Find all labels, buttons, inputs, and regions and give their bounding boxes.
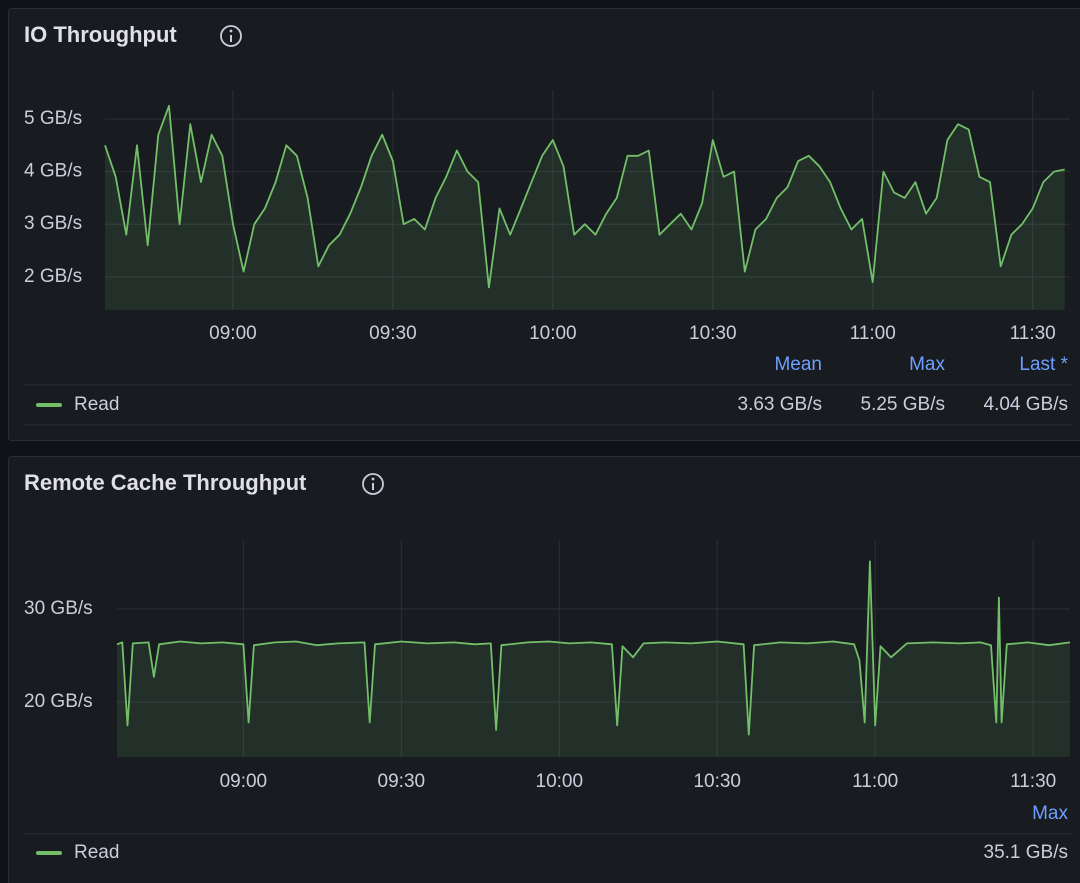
y-tick-label: 30 GB/s: [24, 598, 93, 619]
x-tick-label: 09:30: [378, 771, 426, 792]
legend-label: Read: [74, 842, 119, 863]
panel: [8, 456, 1080, 883]
panel-title: Remote Cache Throughput: [24, 470, 307, 495]
stat-value: 3.63 GB/s: [738, 394, 823, 415]
x-tick-label: 10:30: [689, 323, 737, 344]
y-tick-label: 20 GB/s: [24, 691, 93, 712]
y-tick-label: 4 GB/s: [24, 161, 82, 182]
series-line: [116, 560, 1071, 736]
x-tick-label: 09:30: [369, 323, 417, 344]
y-tick-label: 3 GB/s: [24, 213, 82, 234]
stat-value: 5.25 GB/s: [861, 394, 946, 415]
x-tick-label: 10:00: [529, 323, 577, 344]
x-tick-label: 11:00: [852, 771, 898, 792]
stat-value: 4.04 GB/s: [984, 394, 1069, 415]
area: [117, 561, 1070, 757]
series-line: [104, 104, 1065, 289]
stat-header: Last *: [1019, 354, 1068, 375]
area: [105, 105, 1065, 310]
stat-header: Max: [1032, 803, 1068, 824]
x-tick-label: 09:00: [220, 771, 268, 792]
stat-header: Mean: [774, 354, 822, 375]
x-tick-label: 10:30: [693, 771, 741, 792]
x-tick-label: 11:30: [1010, 771, 1056, 792]
x-tick-label: 10:00: [536, 771, 584, 792]
x-tick-label: 11:30: [1010, 323, 1056, 344]
y-tick-label: 5 GB/s: [24, 108, 82, 129]
info-icon[interactable]: [220, 25, 242, 47]
legend-label: Read: [74, 394, 119, 415]
x-tick-label: 09:00: [209, 323, 257, 344]
panel-title: IO Throughput: [24, 22, 177, 47]
stat-header: Max: [909, 354, 945, 375]
info-icon[interactable]: [362, 473, 384, 495]
y-tick-label: 2 GB/s: [24, 266, 82, 287]
stat-value: 35.1 GB/s: [984, 842, 1069, 863]
x-tick-label: 11:00: [850, 323, 896, 344]
